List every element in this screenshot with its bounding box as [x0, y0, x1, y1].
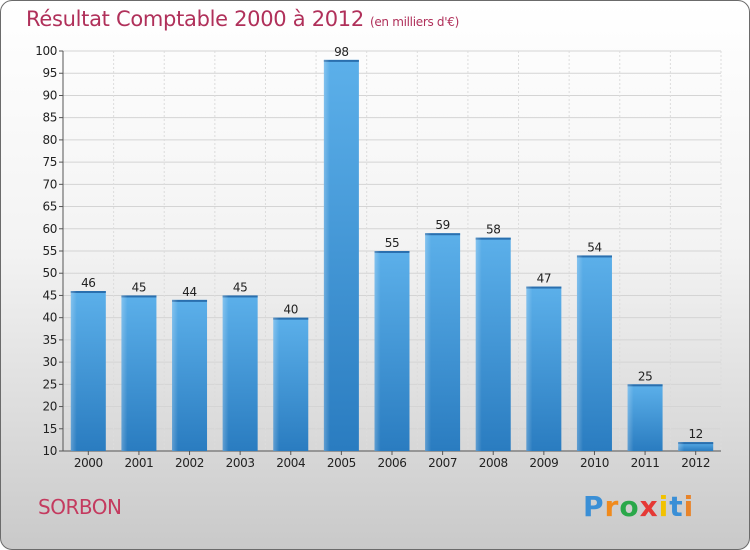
logo-letter: r: [605, 490, 620, 523]
bar-highlight: [476, 238, 482, 451]
bar-highlight: [678, 442, 684, 451]
logo-letter: x: [640, 490, 659, 523]
y-tick-label: 95: [43, 66, 57, 80]
value-label: 59: [435, 218, 449, 232]
logo-letter: i: [659, 490, 670, 523]
y-tick-label: 10: [43, 444, 57, 458]
logo-letter: i: [684, 490, 695, 523]
y-tick-label: 15: [43, 422, 57, 436]
bar-highlight: [223, 295, 229, 451]
x-tick-label: 2006: [378, 456, 407, 470]
x-tick-label: 2008: [479, 456, 508, 470]
y-tick-labels: 10 15 20 25 30 35 40 45 50 55 60 65 70 75 80 85 90 95 100: [35, 44, 57, 458]
y-tick-label: 35: [43, 333, 57, 347]
value-label: 98: [334, 45, 348, 59]
bar-highlight: [71, 291, 77, 451]
y-tick-label: 20: [43, 400, 57, 414]
bar-highlight: [375, 251, 381, 451]
x-tick-label: 2003: [226, 456, 255, 470]
value-label: 47: [537, 272, 551, 286]
value-label: 54: [587, 240, 601, 254]
y-tick-label: 60: [43, 222, 57, 236]
y-tick-label: 75: [43, 155, 57, 169]
bar-highlight: [172, 300, 178, 451]
x-tick-label: 2011: [631, 456, 660, 470]
value-label: 55: [385, 236, 399, 250]
x-tick-label: 2001: [124, 456, 153, 470]
x-tick-labels: 2000 2001 2002 2003 2004 2005 2006 2007 2008 2009…: [74, 456, 710, 470]
value-label: 45: [233, 280, 247, 294]
y-tick-label: 65: [43, 200, 57, 214]
logo-letter: P: [583, 490, 605, 523]
x-tick-label: 2005: [327, 456, 356, 470]
x-tick-label: 2000: [74, 456, 103, 470]
value-label: 40: [284, 303, 298, 317]
x-tick-label: 2010: [580, 456, 609, 470]
chart-frame: Résultat Comptable 2000 à 2012 (en millie…: [0, 0, 750, 550]
bar-highlight: [324, 60, 330, 451]
y-tick-label: 85: [43, 111, 57, 125]
commune-name: SORBON: [38, 495, 121, 519]
value-label: 46: [81, 276, 95, 290]
y-tick-label: 25: [43, 377, 57, 391]
proxiti-logo: Proxiti: [583, 490, 694, 523]
logo-letter: o: [619, 490, 639, 523]
value-label: 45: [132, 280, 146, 294]
bar-highlight: [273, 318, 279, 451]
bar-highlight: [628, 384, 634, 451]
x-tick-label: 2004: [276, 456, 305, 470]
y-tick-label: 80: [43, 133, 57, 147]
y-tick-label: 100: [35, 44, 57, 58]
logo-letter: t: [669, 490, 683, 523]
y-tick-label: 70: [43, 177, 57, 191]
y-tick-label: 55: [43, 244, 57, 258]
x-tick-label: 2009: [529, 456, 558, 470]
bar-chart: 2000 2001 2002 2003 2004 2005 2006 2007 2008 2009…: [1, 1, 749, 549]
x-tick-label: 2007: [428, 456, 457, 470]
bar-highlight: [526, 287, 532, 451]
y-tick-label: 90: [43, 88, 57, 102]
y-tick-label: 30: [43, 355, 57, 369]
x-tick-label: 2012: [681, 456, 710, 470]
value-label: 58: [486, 223, 500, 237]
value-label: 25: [638, 369, 652, 383]
y-tick-label: 45: [43, 288, 57, 302]
value-label: 44: [182, 285, 196, 299]
bar-highlight: [121, 295, 127, 451]
x-tick-label: 2002: [175, 456, 204, 470]
bar-highlight: [577, 255, 583, 451]
bar-highlight: [425, 233, 431, 451]
y-tick-label: 40: [43, 311, 57, 325]
value-label: 12: [688, 427, 702, 441]
y-tick-label: 50: [43, 266, 57, 280]
bars: [71, 60, 713, 451]
